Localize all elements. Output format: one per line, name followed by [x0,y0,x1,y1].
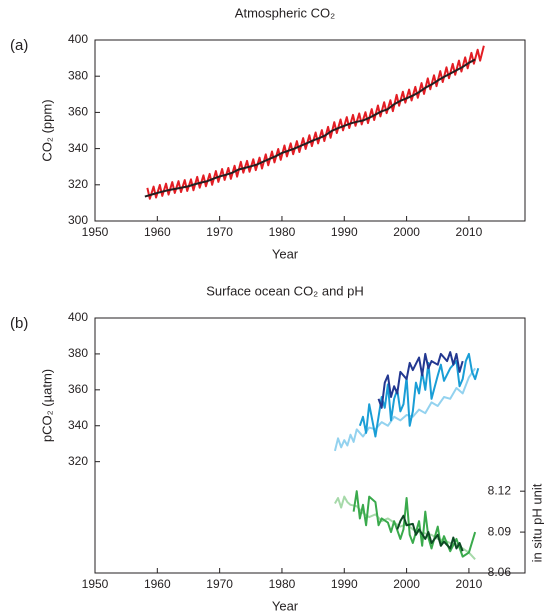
y-tick-label: 320 [68,177,88,191]
data-line [333,367,476,452]
y-tick-label: 340 [68,418,88,432]
x-tick-label: 1970 [206,225,233,239]
plot-frame [94,39,526,222]
y-tick-label: 400 [68,310,88,324]
x-tick-label: 1960 [144,225,171,239]
y-tick-label: 360 [68,105,88,119]
chart-title: Atmospheric CO₂ [235,5,335,20]
x-tick-label: 1950 [82,577,109,591]
panel-label: (a) [10,37,28,54]
x-tick-label: 1950 [82,225,109,239]
x-axis-label: Year [272,246,299,261]
y2-axis-label: in situ pH unit [529,483,544,562]
y-tick-label: 360 [68,382,88,396]
y-tick-label: 340 [68,141,88,155]
x-tick-label: 2000 [393,577,420,591]
y-axis-label: pCO₂ (µatm) [39,369,54,442]
panel-label: (b) [10,315,28,332]
y2-tick-label: 8.12 [488,483,512,497]
x-tick-label: 1970 [206,577,233,591]
data-line [144,58,476,198]
chart-title: Surface ocean CO₂ and pH [206,283,364,298]
x-axis-label: Year [272,598,299,611]
data-line [146,45,485,200]
x-tick-label: 1980 [269,577,296,591]
data-line [396,514,464,552]
y-tick-label: 300 [68,213,88,227]
x-tick-label: 2010 [456,225,483,239]
y2-tick-label: 8.09 [488,524,512,538]
y2-tick-label: 8.06 [488,565,512,579]
y-tick-label: 400 [68,32,88,46]
x-tick-label: 1960 [144,577,171,591]
x-tick-label: 2010 [456,577,483,591]
x-tick-label: 2000 [393,225,420,239]
data-line [334,495,476,561]
y-tick-label: 380 [68,346,88,360]
y-tick-label: 380 [68,68,88,82]
x-tick-label: 1990 [331,577,358,591]
x-tick-label: 1980 [269,225,296,239]
x-tick-label: 1990 [331,225,358,239]
data-line [352,490,477,558]
plot-frame [94,317,526,574]
y-tick-label: 320 [68,454,88,468]
y-axis-label: CO₂ (ppm) [39,99,54,161]
data-line [377,351,464,409]
